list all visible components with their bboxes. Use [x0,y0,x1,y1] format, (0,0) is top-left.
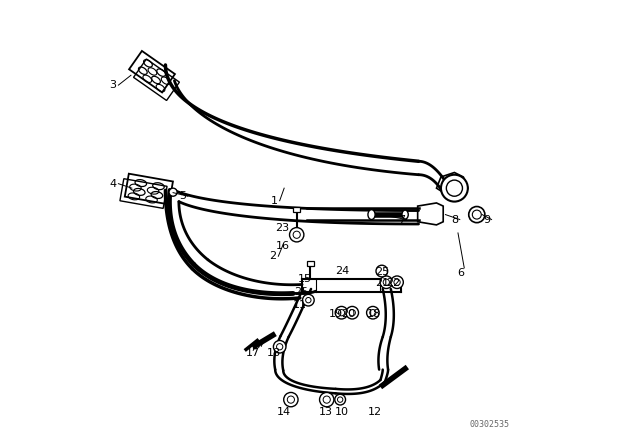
Circle shape [367,306,379,319]
Text: 24: 24 [335,266,349,276]
Circle shape [284,392,298,407]
Text: 10: 10 [335,407,349,417]
Text: 23: 23 [275,224,289,233]
Text: 00302535: 00302535 [469,420,509,429]
Text: 13: 13 [318,407,332,417]
Text: 19: 19 [329,309,343,319]
Text: 18: 18 [367,309,381,319]
Circle shape [468,207,485,223]
Text: 25: 25 [294,287,308,297]
Circle shape [376,265,388,277]
Polygon shape [307,261,314,266]
Text: 18: 18 [266,348,280,358]
Text: 11: 11 [293,300,307,310]
Text: 21: 21 [375,278,389,288]
Text: 6: 6 [458,268,465,278]
Text: 16: 16 [276,241,291,250]
Text: 4: 4 [109,179,116,189]
Text: 22: 22 [387,278,401,288]
Text: 17: 17 [246,348,260,358]
Text: 7: 7 [398,215,405,224]
Ellipse shape [368,210,375,220]
Circle shape [169,188,177,196]
Circle shape [335,306,348,319]
Text: 5: 5 [179,191,186,201]
Text: 3: 3 [109,80,116,90]
Text: 14: 14 [277,407,291,417]
Circle shape [303,294,314,306]
Text: 2: 2 [269,251,276,261]
Circle shape [391,276,403,289]
Circle shape [441,175,468,202]
Text: 25: 25 [375,267,389,277]
Text: 20: 20 [340,309,355,319]
Text: 8: 8 [452,215,459,224]
Text: 15: 15 [298,274,312,284]
Circle shape [346,306,358,319]
Circle shape [380,276,392,289]
Circle shape [335,394,346,405]
Text: 1: 1 [271,196,278,206]
Circle shape [273,340,286,353]
Polygon shape [293,207,300,212]
Text: 12: 12 [367,407,381,417]
Circle shape [289,228,304,242]
Circle shape [319,392,334,407]
Ellipse shape [402,210,408,219]
Text: 9: 9 [483,215,490,224]
